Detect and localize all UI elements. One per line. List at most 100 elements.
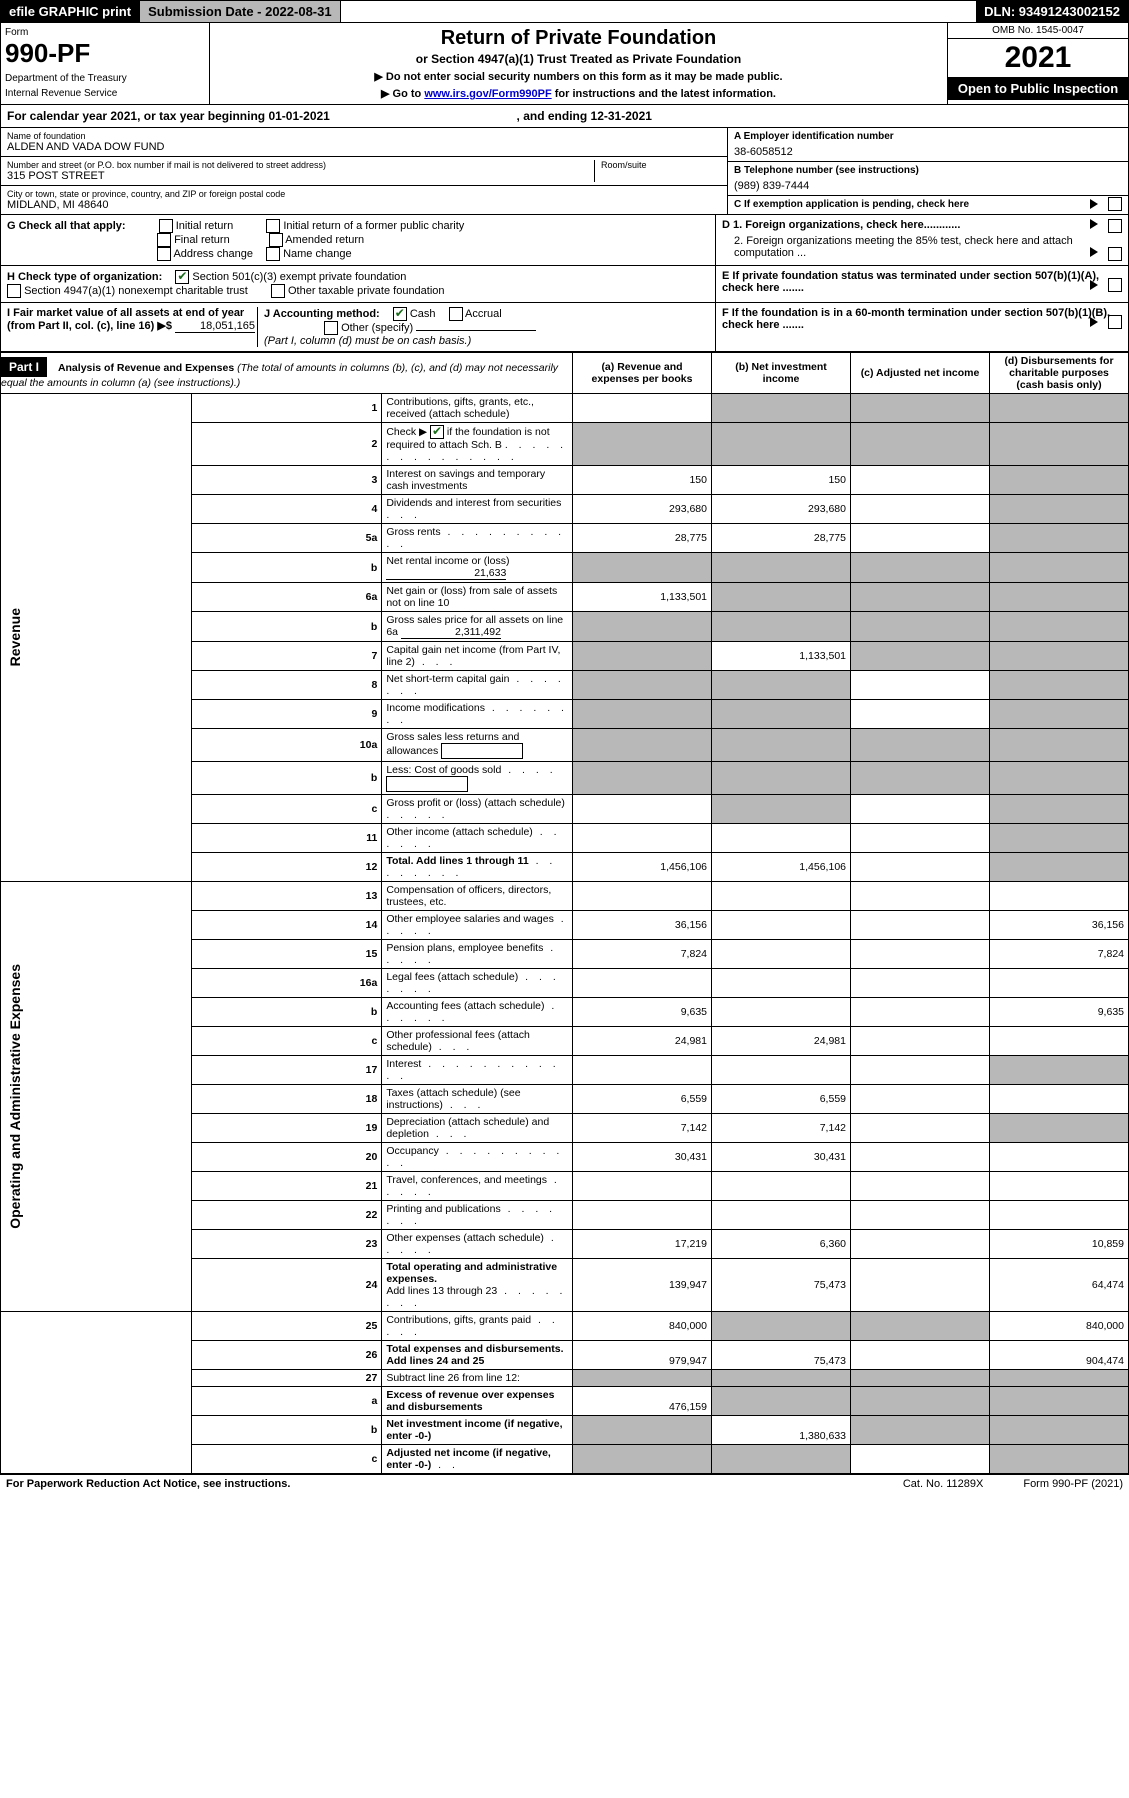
cell-c <box>851 1056 990 1085</box>
cell-b: 6,360 <box>712 1230 851 1259</box>
cell-a <box>573 882 712 911</box>
cell-d <box>990 1172 1129 1201</box>
row-num: 13 <box>191 882 382 911</box>
cell-d <box>990 1085 1129 1114</box>
cell-d <box>990 466 1129 495</box>
street-label: Number and street (or P.O. box number if… <box>7 160 594 170</box>
year-block: OMB No. 1545-0047 2021 Open to Public In… <box>947 23 1128 104</box>
cell-d <box>990 1416 1129 1445</box>
row-desc: Gross sales price for all assets on line… <box>382 612 573 642</box>
cell-c <box>851 495 990 524</box>
cell-b <box>712 583 851 612</box>
cell-a: 1,456,106 <box>573 853 712 882</box>
row-desc: Total. Add lines 1 through 11 . . . . . … <box>382 853 573 882</box>
cell-b <box>712 394 851 423</box>
r12-text: Total. Add lines 1 through 11 <box>386 855 528 867</box>
cell-a <box>573 1445 712 1474</box>
row-num: 2 <box>191 423 382 466</box>
cell-a <box>573 423 712 466</box>
r23-text: Other expenses (attach schedule) <box>386 1232 544 1244</box>
initial-former-checkbox[interactable] <box>266 219 280 233</box>
ein-label: A Employer identification number <box>734 131 1122 142</box>
j-label: J Accounting method: <box>264 308 380 320</box>
form-title: Return of Private Foundation <box>214 27 943 50</box>
phone-cell: B Telephone number (see instructions) (9… <box>728 162 1128 196</box>
goto-post: for instructions and the latest informat… <box>552 88 776 100</box>
cell-b: 24,981 <box>712 1027 851 1056</box>
tax-year: 2021 <box>948 39 1128 77</box>
section-e: E If private foundation status was termi… <box>715 266 1128 302</box>
cell-b: 1,380,633 <box>712 1416 851 1445</box>
row-num: b <box>191 998 382 1027</box>
cell-a <box>573 612 712 642</box>
row-desc: Net investment income (if negative, ente… <box>382 1416 573 1445</box>
check-h-e-row: H Check type of organization: Section 50… <box>0 266 1129 303</box>
r22-text: Printing and publications <box>386 1203 500 1215</box>
page-footer: For Paperwork Reduction Act Notice, see … <box>0 1474 1129 1493</box>
calyear-end: 12-31-2021 <box>591 109 652 123</box>
row-num: 12 <box>191 853 382 882</box>
4947-checkbox[interactable] <box>7 284 21 298</box>
col-d-header: (d) Disbursements for charitable purpose… <box>990 353 1129 394</box>
efile-print-label[interactable]: efile GRAPHIC print <box>1 1 139 22</box>
r20-text: Occupancy <box>386 1145 439 1157</box>
other-taxable-checkbox[interactable] <box>271 284 285 298</box>
phone-label: B Telephone number (see instructions) <box>734 165 1122 176</box>
address-change-checkbox[interactable] <box>157 247 171 261</box>
d1-label: D 1. Foreign organizations, check here..… <box>722 219 960 231</box>
initial-return-checkbox[interactable] <box>159 219 173 233</box>
row-num: 10a <box>191 729 382 762</box>
calyear-begin: 01-01-2021 <box>268 109 329 123</box>
row-desc: Gross sales less returns and allowances <box>382 729 573 762</box>
cell-a <box>573 762 712 795</box>
e-checkbox[interactable] <box>1108 278 1122 292</box>
row-num: 27 <box>191 1370 382 1387</box>
amended-return-checkbox[interactable] <box>269 233 283 247</box>
cell-c <box>851 1370 990 1387</box>
cell-c <box>851 1445 990 1474</box>
cell-d <box>990 762 1129 795</box>
d1-checkbox[interactable] <box>1108 219 1122 233</box>
row-desc: Net short-term capital gain . . . . . . … <box>382 671 573 700</box>
schb-checkbox[interactable] <box>430 425 444 439</box>
city-value: MIDLAND, MI 48640 <box>7 199 721 211</box>
arrow-icon <box>1090 280 1098 290</box>
501c3-checkbox[interactable] <box>175 270 189 284</box>
col-a-header: (a) Revenue and expenses per books <box>573 353 712 394</box>
row-desc: Compensation of officers, directors, tru… <box>382 882 573 911</box>
cell-c <box>851 729 990 762</box>
row-desc: Income modifications . . . . . . . . <box>382 700 573 729</box>
name-change-checkbox[interactable] <box>266 247 280 261</box>
cell-b <box>712 998 851 1027</box>
row-desc: Contributions, gifts, grants, etc., rece… <box>382 394 573 423</box>
cell-a: 24,981 <box>573 1027 712 1056</box>
other-method-checkbox[interactable] <box>324 321 338 335</box>
cell-b <box>712 1056 851 1085</box>
row-num: 1 <box>191 394 382 423</box>
final-return-checkbox[interactable] <box>157 233 171 247</box>
cell-d: 36,156 <box>990 911 1129 940</box>
accrual-checkbox[interactable] <box>449 307 463 321</box>
cell-a: 28,775 <box>573 524 712 553</box>
cell-d <box>990 524 1129 553</box>
d2-checkbox[interactable] <box>1108 247 1122 261</box>
row-desc: Gross profit or (loss) (attach schedule)… <box>382 795 573 824</box>
r16b-text: Accounting fees (attach schedule) <box>386 1000 544 1012</box>
irs-link[interactable]: www.irs.gov/Form990PF <box>424 88 551 100</box>
cell-d <box>990 423 1129 466</box>
arrow-icon <box>1090 199 1098 209</box>
cell-c <box>851 882 990 911</box>
row-desc: Contributions, gifts, grants paid . . . … <box>382 1312 573 1341</box>
row-desc: Net gain or (loss) from sale of assets n… <box>382 583 573 612</box>
f-checkbox[interactable] <box>1108 315 1122 329</box>
section-i: I Fair market value of all assets at end… <box>7 307 257 347</box>
cell-d: 64,474 <box>990 1259 1129 1312</box>
row-desc: Other professional fees (attach schedule… <box>382 1027 573 1056</box>
exemption-checkbox[interactable] <box>1108 197 1122 211</box>
cash-checkbox[interactable] <box>393 307 407 321</box>
part1-header-row: Part I Analysis of Revenue and Expenses … <box>1 353 1129 394</box>
row-desc: Subtract line 26 from line 12: <box>382 1370 573 1387</box>
amended-return-label: Amended return <box>285 234 364 246</box>
cell-b <box>712 1387 851 1416</box>
cell-a: 36,156 <box>573 911 712 940</box>
